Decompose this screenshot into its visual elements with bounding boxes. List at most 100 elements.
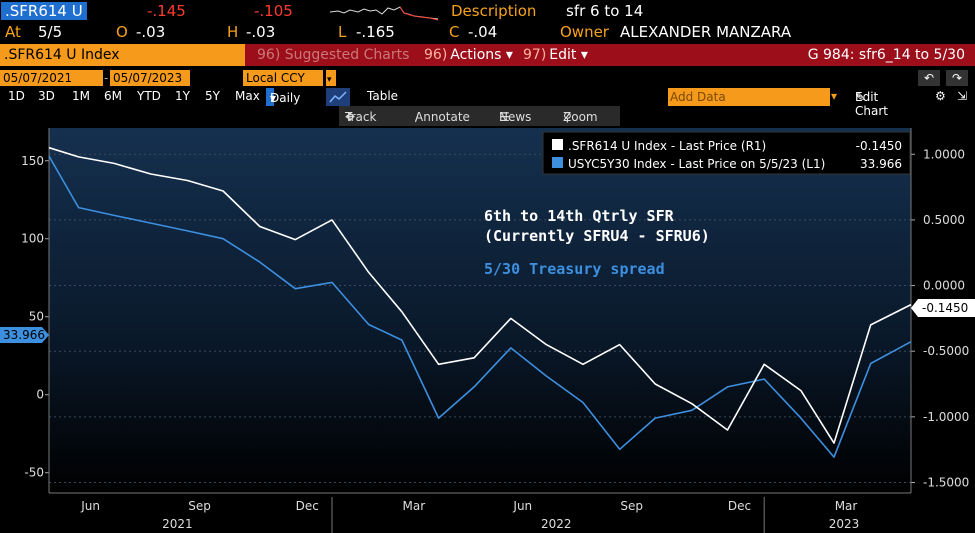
right-tick-label: 1.0000 — [923, 147, 965, 161]
x-tick-label: Sep — [620, 499, 643, 513]
right-tick-label: 0.5000 — [923, 213, 965, 227]
crosshair-icon: ✥ — [345, 110, 356, 124]
left-tick-label: 0 — [36, 388, 44, 402]
series-line-2 — [48, 155, 912, 458]
x-tick-label: Jun — [80, 499, 100, 513]
annotation-line-1: 6th to 14th Qtrly SFR — [484, 207, 675, 225]
currency-select[interactable]: Local CCY — [243, 70, 323, 86]
right-tick-label: 0.0000 — [923, 279, 965, 293]
tab-bar: .SFR614 U Index 96) Suggested Charts 96)… — [0, 44, 975, 66]
index-name-tab[interactable]: .SFR614 U Index — [0, 44, 245, 66]
period-toolbar: 1D 3D 1M 6M YTD 1Y 5Y Max Daily ▾ Table … — [0, 88, 975, 118]
last-value-flag-left: 33.966 — [0, 327, 49, 343]
low-value: -.165 — [356, 23, 395, 41]
date-range-row: 05/07/2021 - 05/07/2023 Local CCY ▾ ↶ ↷ — [0, 70, 975, 86]
last-value-right: -0.1450 — [922, 301, 968, 315]
legend-value-1: -0.1450 — [856, 139, 902, 153]
annotate-label: Annotate — [415, 110, 470, 124]
undo-icon[interactable]: ↶ — [918, 70, 940, 86]
plot-background — [49, 128, 911, 493]
left-tick-label: 50 — [29, 310, 44, 324]
chart-toolbar: ✥ Track ∕ Annotate ☰ News ⚲ Zoom — [339, 106, 620, 126]
secondary-change: -.105 — [254, 2, 293, 20]
legend-series-2: USYC5Y30 Index - Last Price on 5/5/23 (L… — [568, 157, 825, 171]
owner-value: ALEXANDER MANZARA — [620, 23, 792, 41]
chart-id: G 984: sfr6_14 to 5/30 — [807, 47, 965, 63]
left-tick-label: -50 — [24, 466, 44, 480]
high-value: -.03 — [246, 23, 276, 41]
edit-label: Edit — [549, 47, 577, 63]
redo-icon[interactable]: ↷ — [946, 70, 968, 86]
settings-icon[interactable]: ⚙ — [935, 89, 946, 103]
last-value-flag-right: -0.1450 — [911, 299, 975, 317]
legend-swatch-blue — [552, 157, 563, 168]
frequency-select[interactable]: Daily ▾ — [266, 88, 300, 106]
right-tick-label: -1.5000 — [923, 475, 969, 489]
x-year-label: 2023 — [829, 517, 860, 531]
period-button[interactable]: 1Y — [175, 89, 190, 103]
period-button[interactable]: 1D — [8, 89, 25, 103]
line-chart-icon[interactable] — [326, 88, 350, 106]
add-data-dropdown-icon[interactable]: ▾ — [831, 89, 838, 103]
quote-header: .SFR614 U -.145 -.105 Description sfr 6 … — [0, 0, 975, 22]
annotation-blue: 5/30 Treasury spread — [484, 260, 665, 278]
period-button[interactable]: 6M — [104, 89, 122, 103]
x-tick-label: Dec — [296, 499, 319, 513]
edit-chart-label: Edit Chart — [855, 90, 888, 118]
last-change: -.145 — [147, 2, 186, 20]
close-label: C — [449, 23, 460, 41]
chevron-down-icon[interactable]: ▾ — [326, 70, 336, 86]
table-button[interactable]: Table — [367, 89, 399, 103]
edit-number: 97) — [523, 47, 547, 63]
description-value: sfr 6 to 14 — [566, 2, 644, 20]
open-label: O — [116, 23, 128, 41]
right-tick-label: -0.5000 — [923, 344, 969, 358]
low-label: L — [338, 23, 347, 41]
edit-button[interactable]: 97) Edit ▾ — [523, 46, 588, 64]
zoom-label: Zoom — [563, 110, 598, 124]
annotation-line-2: (Currently SFRU4 - SFRU6) — [484, 227, 710, 245]
left-tick-label: 100 — [21, 232, 44, 246]
magnifier-icon: ⚲ — [563, 110, 572, 124]
period-button[interactable]: 3D — [38, 89, 55, 103]
x-year-label: 2021 — [162, 517, 193, 531]
owner-label: Owner — [560, 23, 609, 41]
pencil-icon: ✎ — [855, 90, 866, 104]
series-line-1 — [48, 146, 912, 444]
period-button[interactable]: YTD — [137, 89, 161, 103]
legend-series-1: .SFR614 U Index - Last Price (R1) — [568, 139, 766, 153]
x-year-label: 2022 — [541, 517, 572, 531]
actions-button[interactable]: 96) Actions ▾ — [424, 46, 513, 64]
left-axis: 150 100 50 0 -50 — [21, 128, 50, 493]
chevron-down-icon: ▾ — [505, 47, 513, 63]
last-value-left: 33.966 — [3, 328, 45, 342]
series-lines — [48, 146, 912, 458]
ticker-label[interactable]: .SFR614 U — [1, 2, 87, 20]
news-label: News — [499, 110, 532, 124]
frequency-label: Daily — [270, 91, 301, 105]
x-tick-label: Mar — [403, 499, 426, 513]
chevron-down-icon: ▾ — [580, 47, 588, 63]
legend-value-2: 33.966 — [860, 157, 902, 171]
collapse-icon[interactable]: ⇲ — [957, 89, 968, 103]
period-button[interactable]: 1M — [72, 89, 90, 103]
right-axis: 1.0000 0.5000 0.0000 -0.5000 -1.0000 -1.5000 — [910, 128, 969, 493]
x-tick-label: Mar — [835, 499, 858, 513]
period-button[interactable]: Max — [235, 89, 260, 103]
at-value: 5/5 — [38, 23, 63, 41]
suggested-charts-button[interactable]: 96) Suggested Charts — [257, 46, 409, 64]
suggested-charts-label: Suggested Charts — [284, 47, 410, 63]
close-value: -.04 — [468, 23, 498, 41]
period-button[interactable]: 5Y — [205, 89, 220, 103]
x-tick-label: Dec — [728, 499, 751, 513]
end-date-input[interactable]: 05/07/2023 — [110, 70, 190, 86]
actions-number: 96) — [424, 47, 448, 63]
start-date-input[interactable]: 05/07/2021 — [0, 70, 103, 86]
x-axis: Jun Sep Dec Mar Jun Sep Dec Mar 2021 2022 2023 — [49, 492, 911, 533]
legend-swatch-white — [552, 139, 563, 150]
actions-label: Actions — [450, 47, 502, 63]
add-data-input[interactable]: Add Data — [668, 88, 830, 106]
at-label: At — [5, 23, 21, 41]
description-label: Description — [451, 2, 537, 20]
